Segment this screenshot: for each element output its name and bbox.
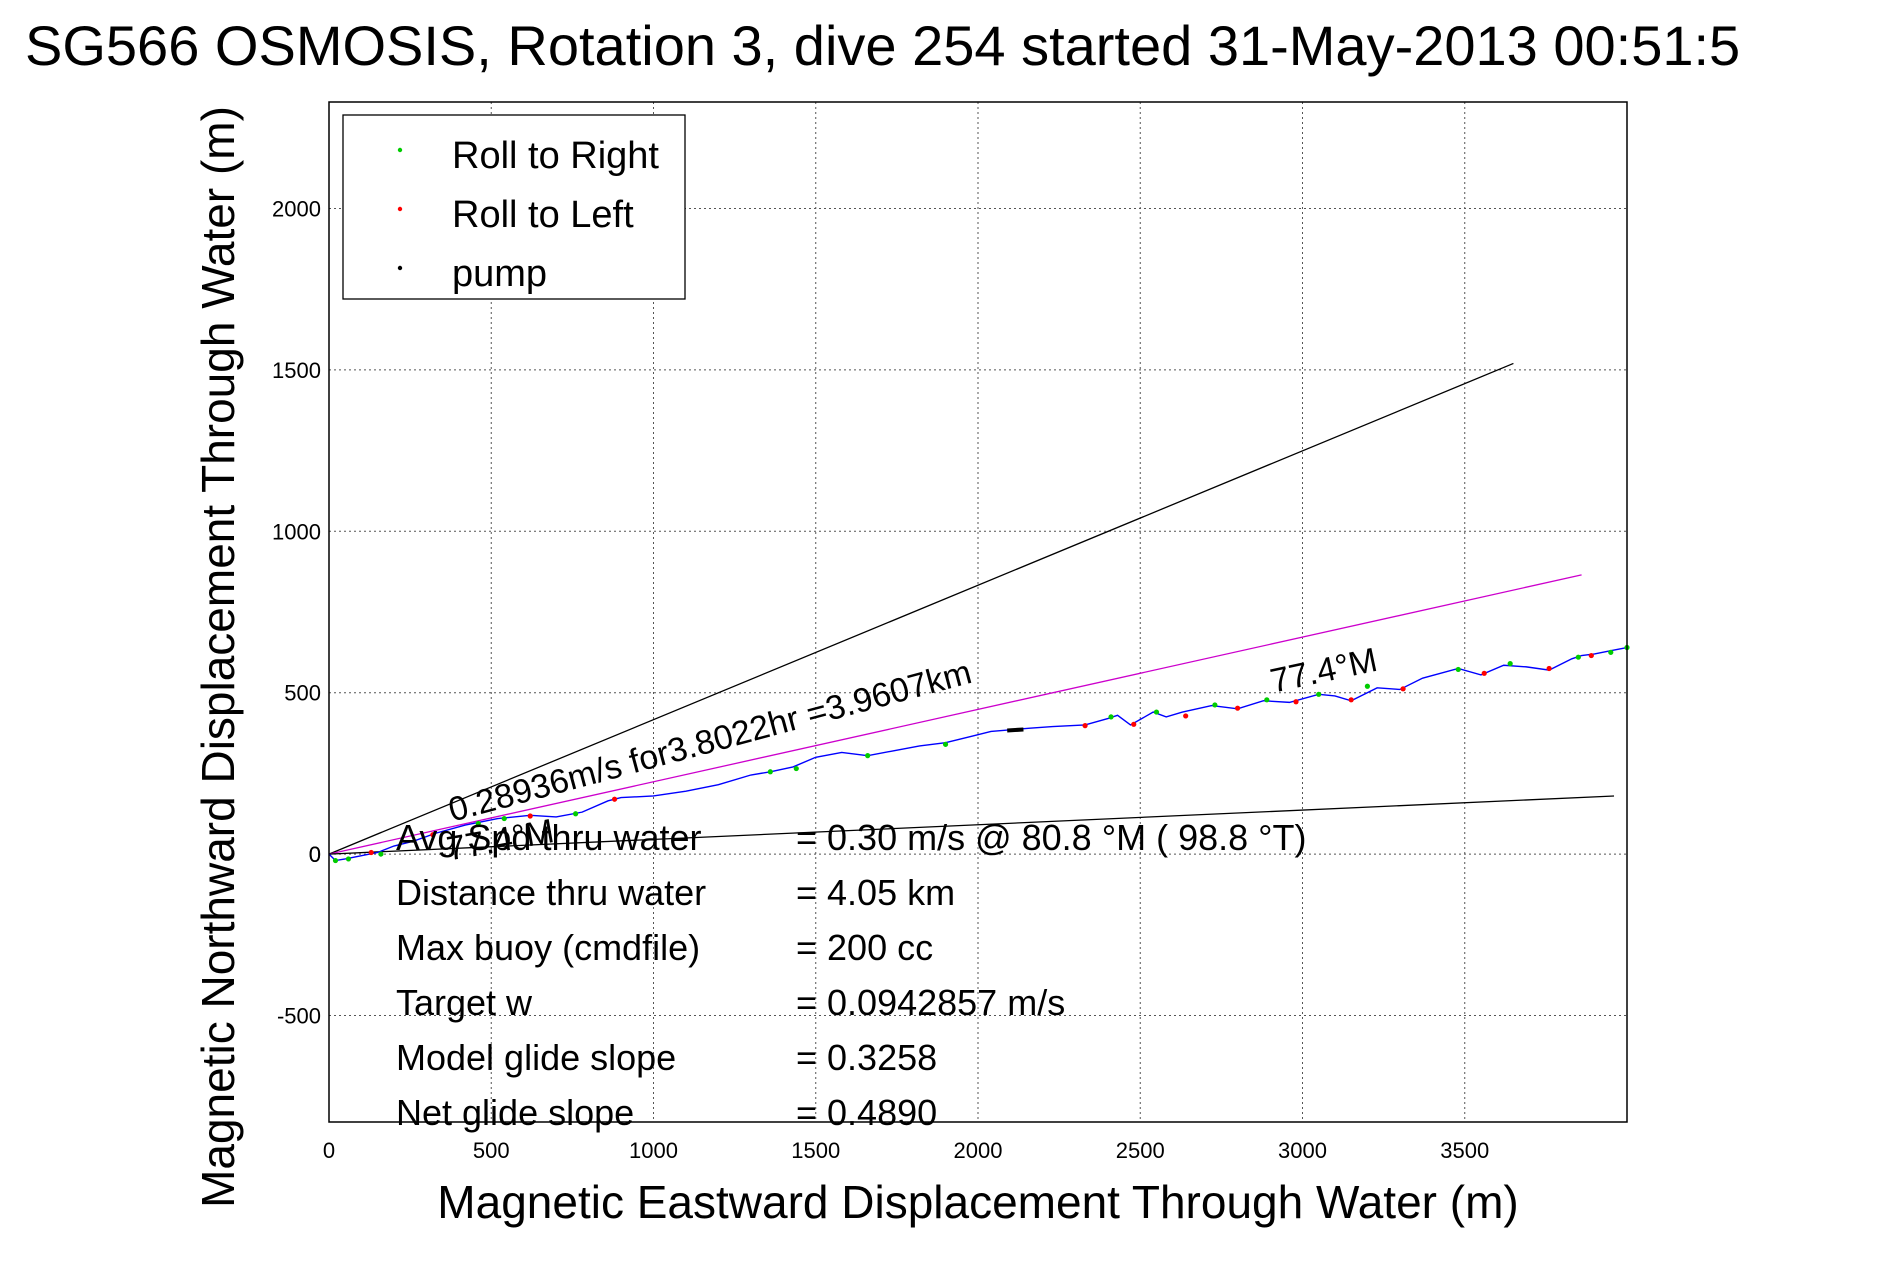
roll-right-point (1212, 702, 1218, 708)
roll-left-point (1400, 686, 1406, 692)
roll-left-point (1546, 665, 1552, 672)
roll-right-point (1575, 654, 1581, 660)
annotation-label: 0.28936m/s for3.8022hr =3.9607km (445, 653, 976, 829)
roll-right-point (1608, 649, 1614, 655)
roll-left-point (1082, 723, 1088, 729)
x-tick-label: 3000 (1278, 1138, 1327, 1163)
roll-right-point (1153, 709, 1160, 715)
x-tick-label: 1000 (629, 1138, 678, 1163)
roll-points (332, 644, 1630, 864)
annotation-label: 77.4°M (1267, 641, 1381, 701)
roll-right-point (793, 765, 799, 772)
roll-right-point (1316, 691, 1322, 697)
legend-entry-label: pump (452, 253, 547, 295)
roll-right-point (332, 857, 339, 864)
legend-marker (397, 147, 403, 153)
y-tick-label: -500 (277, 1003, 321, 1028)
pump-marker (1007, 727, 1024, 733)
reference-line (328, 795, 1615, 855)
roll-right-point (475, 820, 481, 827)
roll-left-point (527, 813, 533, 819)
chart-title: SG566 OSMOSIS, Rotation 3, dive 254 star… (25, 14, 1740, 77)
roll-left-point (1293, 699, 1299, 705)
stat-label: Target w (396, 982, 533, 1023)
y-tick-label: 500 (284, 681, 321, 706)
stat-label: Model glide slope (396, 1037, 676, 1078)
roll-left-point (1183, 713, 1189, 719)
roll-left-point (1348, 697, 1354, 703)
x-tick-label: 2000 (954, 1138, 1003, 1163)
legend-marker (397, 265, 403, 271)
roll-left-point (1588, 652, 1594, 659)
track-group (328, 646, 1628, 862)
x-tick-label: 1500 (791, 1138, 840, 1163)
y-tick-label: 1000 (272, 519, 321, 544)
stat-value: = 4.05 km (796, 872, 955, 913)
roll-right-point (1364, 683, 1370, 689)
stats-block: Avg Spd thru water = 0.30 m/s @ 80.8 °M (… (396, 817, 1307, 1133)
x-tick-label: 3500 (1440, 1138, 1489, 1163)
stat-label: Avg Spd thru water (396, 817, 702, 858)
roll-right-point (1507, 661, 1513, 667)
roll-right-point (378, 851, 384, 857)
reference-lines (328, 362, 1615, 855)
stat-value: = 0.30 m/s @ 80.8 °M ( 98.8 °T) (796, 817, 1307, 858)
reference-line (328, 362, 1514, 855)
roll-right-point (942, 741, 949, 747)
y-tick-label: 1500 (272, 358, 321, 383)
legend-marker (397, 206, 403, 212)
stat-value: = 0.0942857 m/s (796, 982, 1065, 1023)
stat-value: = 200 cc (796, 927, 933, 968)
x-tick-label: 2500 (1116, 1138, 1165, 1163)
roll-left-point (368, 849, 374, 856)
legend-entry-label: Roll to Right (452, 135, 659, 177)
legend-entry-label: Roll to Left (452, 194, 634, 236)
roll-left-point (1235, 705, 1241, 711)
y-tick-label: 0 (309, 842, 321, 867)
x-axis-label: Magnetic Eastward Displacement Through W… (437, 1176, 1518, 1228)
roll-right-point (1455, 666, 1461, 673)
roll-right-point (865, 753, 871, 759)
legend: Roll to Right Roll to Left pump (342, 114, 686, 300)
roll-right-point (767, 769, 773, 775)
roll-right-point (573, 811, 579, 817)
stat-label: Max buoy (cmdfile) (396, 927, 700, 968)
stat-value: = 0.3258 (796, 1037, 937, 1078)
plot-frame (328, 101, 1628, 1123)
y-axis-label: Magnetic Northward Displacement Through … (192, 106, 244, 1208)
reference-line (328, 574, 1582, 855)
x-tick-labels: 0 500 1000 1500 2000 2500 3000 3500 (323, 1138, 1489, 1163)
roll-left-point (1131, 721, 1137, 727)
stat-value: = 0.4890 (796, 1092, 937, 1133)
y-tick-label: 2000 (272, 197, 321, 222)
roll-right-point (1108, 714, 1114, 720)
roll-left-point (1481, 670, 1487, 676)
roll-left-point (611, 796, 618, 802)
roll-right-point (345, 856, 352, 862)
roll-right-point (1264, 697, 1270, 703)
y-tick-label: 0 (309, 842, 321, 867)
x-tick-label: 500 (473, 1138, 510, 1163)
roll-right-point (501, 815, 507, 822)
x-tick-label: 0 (323, 1138, 335, 1163)
roll-left-point (430, 832, 436, 838)
stat-label: Distance thru water (396, 872, 706, 913)
stat-label: Net glide slope (396, 1092, 634, 1133)
